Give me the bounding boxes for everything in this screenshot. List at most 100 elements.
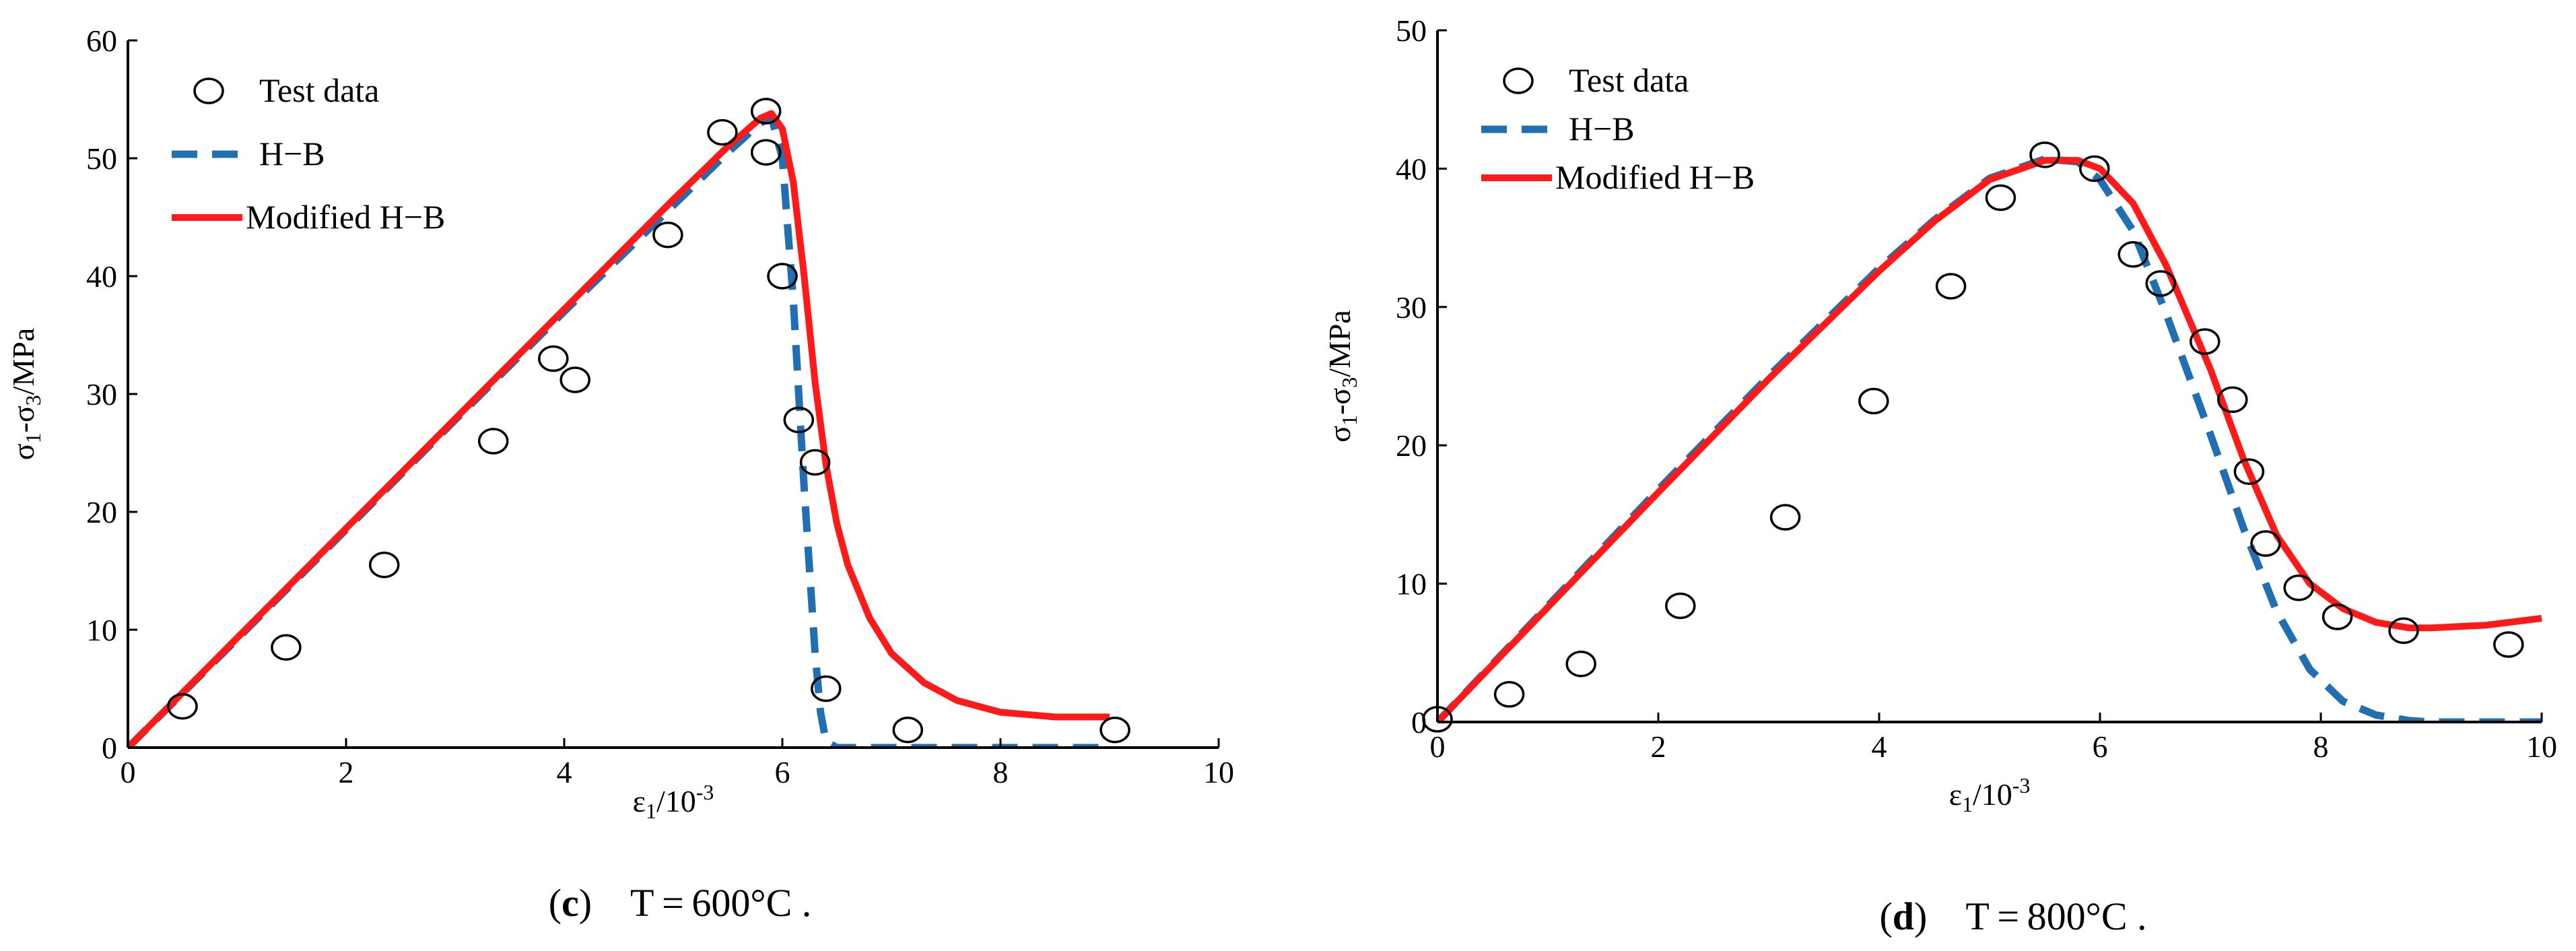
- test-data-point: [750, 98, 782, 125]
- test-data-point: [767, 263, 798, 290]
- test-data-point: [1665, 592, 1696, 620]
- test-data-point: [2029, 141, 2060, 168]
- axis-ticks: 0 2 4 6 8 10 0 10 20 30 40 50: [1396, 13, 2557, 764]
- label-supscript: -3: [696, 780, 714, 804]
- y-tick-label: 0: [102, 731, 117, 765]
- panel-caption: (c) T = 600°C .: [549, 881, 812, 925]
- y-tick-label: 10: [1396, 567, 1427, 601]
- x-tick-label: 2: [339, 755, 354, 789]
- y-tick-label: 0: [1411, 705, 1427, 740]
- legend: Test data H−B Modified H−B: [1481, 61, 1755, 196]
- test-data-point: [1099, 717, 1130, 744]
- caption-letter: d: [1893, 894, 1914, 938]
- test-data-point: [2217, 386, 2248, 414]
- legend-label: Test data: [259, 71, 379, 109]
- label-part: -σ: [1322, 388, 1357, 415]
- legend-label: Modified H−B: [246, 198, 445, 236]
- x-tick-label: 4: [557, 755, 572, 789]
- label-subscript: 3: [1337, 377, 1361, 388]
- label-supscript: -3: [2012, 773, 2031, 797]
- label-subscript: 1: [21, 433, 45, 444]
- test-data-point: [799, 449, 831, 476]
- label-part: /10: [1973, 777, 2012, 812]
- test-data-point: [2321, 603, 2353, 630]
- test-data-point: [1985, 184, 2016, 211]
- caption-spacer: [1927, 894, 1965, 938]
- test-data-point: [2145, 270, 2176, 297]
- y-tick-label: 20: [86, 495, 117, 529]
- test-data-point: [1565, 650, 1596, 678]
- y-tick-label: 60: [86, 24, 117, 58]
- y-axis-label: σ1-σ3/MPa: [1322, 310, 1361, 442]
- x-tick-label: 8: [993, 755, 1009, 789]
- label-part: /10: [656, 784, 696, 818]
- x-axis-label: ε1/10-3: [633, 780, 714, 823]
- test-data-point: [652, 222, 683, 249]
- test-data-point: [707, 119, 738, 146]
- test-data-point: [750, 139, 782, 166]
- x-tick-label: 10: [2526, 729, 2557, 764]
- y-tick-label: 40: [86, 259, 117, 294]
- test-data-point: [560, 366, 590, 393]
- caption-close-paren: ): [1914, 894, 1927, 938]
- test-data-point: [892, 717, 924, 744]
- axis-ticks: 0 2 4 6 8 10 0 10 20 30 40 50 60: [86, 24, 1234, 789]
- x-tick-label: 0: [121, 755, 136, 789]
- test-data-point: [2117, 240, 2148, 268]
- legend-marker-test-data: [1503, 67, 1534, 94]
- test-data-point: [167, 693, 198, 720]
- label-subscript: 3: [21, 395, 45, 405]
- legend-label: Test data: [1569, 61, 1689, 99]
- label-part: -σ: [6, 405, 40, 432]
- caption-letter: c: [562, 881, 579, 925]
- test-data-point: [2283, 575, 2314, 601]
- x-tick-label: 2: [1651, 729, 1666, 764]
- caption-open-paren: (: [549, 881, 562, 925]
- label-subscript: 1: [646, 799, 656, 823]
- test-data-point: [783, 406, 815, 434]
- x-tick-label: 0: [1430, 729, 1446, 764]
- test-data-point: [1858, 387, 1889, 415]
- test-data-point: [538, 345, 569, 372]
- legend: Test data H−B Modified H−B: [172, 71, 445, 236]
- test-data-point: [368, 552, 400, 579]
- label-part: ε: [1949, 777, 1962, 812]
- panel-caption: (d) T = 800°C .: [1879, 894, 2146, 938]
- y-tick-label: 50: [1396, 13, 1427, 48]
- test-data-point: [2190, 328, 2221, 355]
- test-data-point: [2388, 617, 2419, 645]
- legend-label: H−B: [259, 135, 325, 172]
- legend-label: H−B: [1569, 110, 1635, 147]
- test-data-point: [2233, 458, 2265, 485]
- label-part: σ: [6, 443, 40, 460]
- test-data-point: [811, 675, 842, 702]
- y-tick-label: 20: [1396, 428, 1427, 463]
- legend-marker-test-data: [193, 77, 224, 104]
- x-axis-label: ε1/10-3: [1949, 773, 2031, 816]
- x-tick-label: 4: [1872, 729, 1887, 764]
- caption-close-paren: ): [579, 881, 592, 925]
- test-data-point: [1493, 681, 1525, 708]
- x-tick-label: 6: [775, 755, 790, 789]
- label-part: ε: [633, 784, 646, 818]
- label-part: /MPa: [1322, 310, 1357, 377]
- caption-text: T = 600°C .: [630, 881, 811, 925]
- x-tick-label: 8: [2313, 729, 2329, 764]
- y-axis-label: σ1-σ3/MPa: [6, 328, 45, 461]
- caption-open-paren: (: [1879, 894, 1892, 938]
- x-tick-label: 6: [2093, 729, 2108, 764]
- y-tick-label: 40: [1396, 152, 1427, 186]
- label-subscript: 1: [1337, 415, 1361, 426]
- caption-spacer: [592, 881, 630, 925]
- y-tick-label: 50: [86, 141, 117, 176]
- test-data-point: [2250, 530, 2281, 557]
- label-subscript: 1: [1962, 792, 1973, 816]
- label-part: /MPa: [6, 328, 40, 395]
- modified-hb-series-line: [128, 110, 1110, 749]
- test-data-point: [2493, 631, 2524, 658]
- caption-text: T = 800°C .: [1965, 894, 2146, 938]
